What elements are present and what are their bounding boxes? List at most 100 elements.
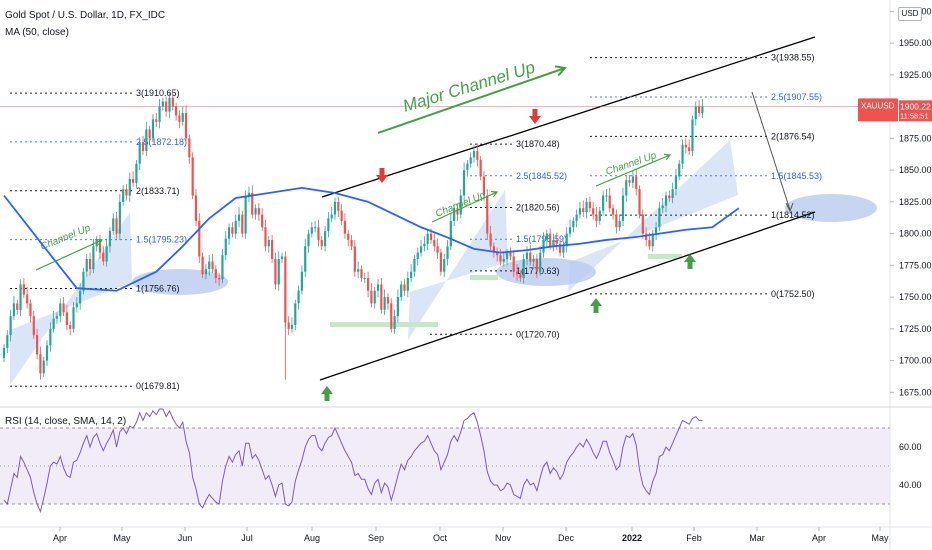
time-tick-label: Mar bbox=[749, 533, 765, 543]
candle-body bbox=[515, 271, 519, 275]
candle-body bbox=[290, 325, 294, 329]
ma-50-line bbox=[3, 186, 740, 292]
symbol-tag: XAUUSD bbox=[861, 101, 895, 110]
candle-body bbox=[611, 208, 615, 215]
fib-level-label: 0(1679.81) bbox=[136, 381, 180, 391]
candle-body bbox=[459, 195, 462, 215]
candle-body bbox=[353, 246, 356, 272]
candle-body bbox=[307, 233, 310, 247]
candle-body bbox=[588, 201, 591, 209]
candle-body bbox=[625, 180, 628, 196]
horizontal-support-zone bbox=[330, 322, 438, 327]
channel-up-label-arrow-head bbox=[95, 238, 104, 246]
red-down-arrow bbox=[376, 168, 388, 183]
candle-body bbox=[638, 189, 641, 215]
candle-body bbox=[436, 246, 439, 253]
candle-body bbox=[439, 252, 443, 272]
candle-body bbox=[678, 163, 681, 177]
candle-body bbox=[403, 284, 406, 291]
candle-body bbox=[138, 142, 141, 164]
green-up-arrow bbox=[684, 254, 696, 269]
candle-body bbox=[357, 269, 360, 272]
channel-up-zone bbox=[568, 140, 738, 292]
candle-body bbox=[65, 312, 68, 326]
candle-body bbox=[651, 233, 654, 247]
projection-line bbox=[751, 91, 791, 211]
candle-body bbox=[175, 106, 178, 116]
candle-body bbox=[572, 220, 575, 228]
horizontal-support-zone bbox=[648, 254, 682, 259]
candle-body bbox=[102, 252, 105, 262]
candle-body bbox=[469, 157, 472, 164]
candle-body bbox=[72, 307, 75, 329]
fib-level-label: 1.5(1795.23) bbox=[136, 235, 187, 245]
candle-body bbox=[280, 256, 284, 259]
candle-body bbox=[294, 303, 297, 326]
fib-level-label: 2(1833.71) bbox=[136, 186, 180, 196]
candle-body bbox=[472, 151, 476, 158]
fib-level-label: 0(1752.50) bbox=[771, 289, 815, 299]
channel-upper-line bbox=[321, 36, 816, 198]
candle-body bbox=[297, 290, 300, 304]
candle-body bbox=[390, 303, 393, 329]
candle-body bbox=[648, 239, 651, 247]
candle-body bbox=[178, 115, 181, 122]
candle-body bbox=[476, 151, 479, 160]
candle-body bbox=[135, 163, 138, 183]
candle-body bbox=[419, 246, 423, 253]
fib-level-label: 0(1720.70) bbox=[516, 329, 560, 339]
projection-arrow bbox=[785, 202, 794, 213]
candle-body bbox=[6, 335, 9, 348]
candle-body bbox=[522, 259, 525, 279]
candle-body bbox=[380, 284, 383, 310]
candle-body bbox=[525, 252, 529, 259]
candle-body bbox=[592, 208, 595, 215]
candle-body bbox=[443, 259, 446, 272]
countdown-timer: 11:58:51 bbox=[900, 111, 929, 120]
candle-body bbox=[681, 144, 684, 164]
candle-body bbox=[267, 239, 270, 247]
channel-lower-line bbox=[319, 211, 816, 381]
channel-up-label-arrow-line bbox=[595, 154, 671, 187]
price-tick-label: 1850.00 bbox=[899, 165, 932, 175]
price-tick-label: 1725.00 bbox=[899, 324, 932, 334]
price-tick-label: 1875.00 bbox=[899, 133, 932, 143]
candle-body bbox=[645, 233, 648, 240]
price-tick-label: 1925.00 bbox=[899, 70, 932, 80]
candle-body bbox=[131, 178, 135, 183]
candle-body bbox=[698, 106, 701, 113]
candle-body bbox=[88, 259, 92, 270]
channel-up-zone bbox=[408, 190, 508, 340]
candle-body bbox=[145, 129, 148, 152]
candle-body bbox=[393, 316, 396, 329]
candle-body bbox=[512, 256, 515, 272]
candle-body bbox=[691, 119, 694, 152]
major-channel-label-arrow-line bbox=[377, 67, 566, 134]
candle-body bbox=[400, 284, 403, 298]
candle-body bbox=[363, 278, 366, 280]
price-scale-badge bbox=[899, 100, 932, 122]
candle-body bbox=[264, 227, 267, 247]
candle-body bbox=[155, 119, 158, 122]
time-tick-label: Nov bbox=[495, 533, 512, 543]
candle-body bbox=[165, 101, 168, 112]
candle-body bbox=[529, 252, 532, 262]
candle-body bbox=[506, 252, 509, 259]
candle-body bbox=[188, 138, 191, 158]
fib-level-label: 3(1870.48) bbox=[516, 139, 560, 149]
currency-badge[interactable]: USD bbox=[898, 7, 922, 21]
symbol-title: Gold Spot / U.S. Dollar, 1D, FX_IDC bbox=[5, 10, 166, 21]
time-tick-label: 2022 bbox=[622, 533, 642, 543]
major-channel-label-arrow-head bbox=[554, 65, 567, 77]
candle-body bbox=[184, 112, 188, 139]
candle-body bbox=[492, 246, 495, 253]
fib-level-label: 1(1756.76) bbox=[136, 284, 180, 294]
candle-body bbox=[545, 233, 548, 240]
green-up-arrow bbox=[590, 298, 602, 313]
fib-level-label: 2(1876.54) bbox=[771, 131, 815, 141]
candle-body bbox=[36, 335, 39, 355]
candle-body bbox=[367, 278, 370, 291]
candle-body bbox=[684, 144, 687, 148]
candle-body bbox=[413, 259, 416, 272]
